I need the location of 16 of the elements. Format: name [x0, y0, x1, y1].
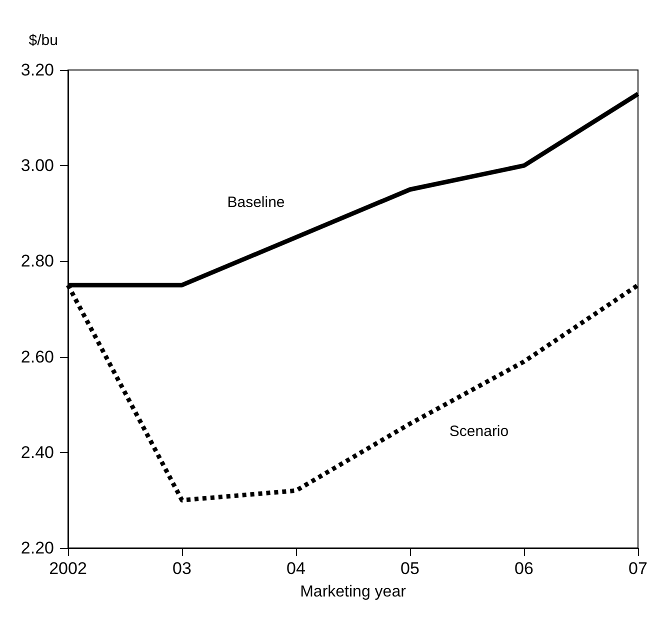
y-tick-label: 2.20: [20, 538, 54, 558]
y-tick-label: 2.80: [20, 252, 54, 271]
x-tick-label: 05: [400, 559, 420, 578]
y-tick-label: 2.60: [20, 347, 54, 366]
x-axis-title: Marketing year: [300, 584, 407, 600]
x-tick-label: 2002: [49, 559, 87, 578]
y-tick-label: 3.00: [20, 156, 54, 176]
x-tick-label: 04: [286, 559, 306, 578]
x-tick-label: 07: [628, 559, 648, 578]
x-tick-label: 03: [172, 559, 192, 578]
y-tick-label: 2.40: [20, 442, 54, 462]
series-label: Baseline: [227, 194, 285, 211]
series-label: Scenario: [449, 423, 509, 440]
x-tick-label: 06: [514, 559, 534, 578]
y-axis-title: $/bu: [28, 32, 58, 49]
y-tick-label: 3.20: [20, 60, 54, 80]
